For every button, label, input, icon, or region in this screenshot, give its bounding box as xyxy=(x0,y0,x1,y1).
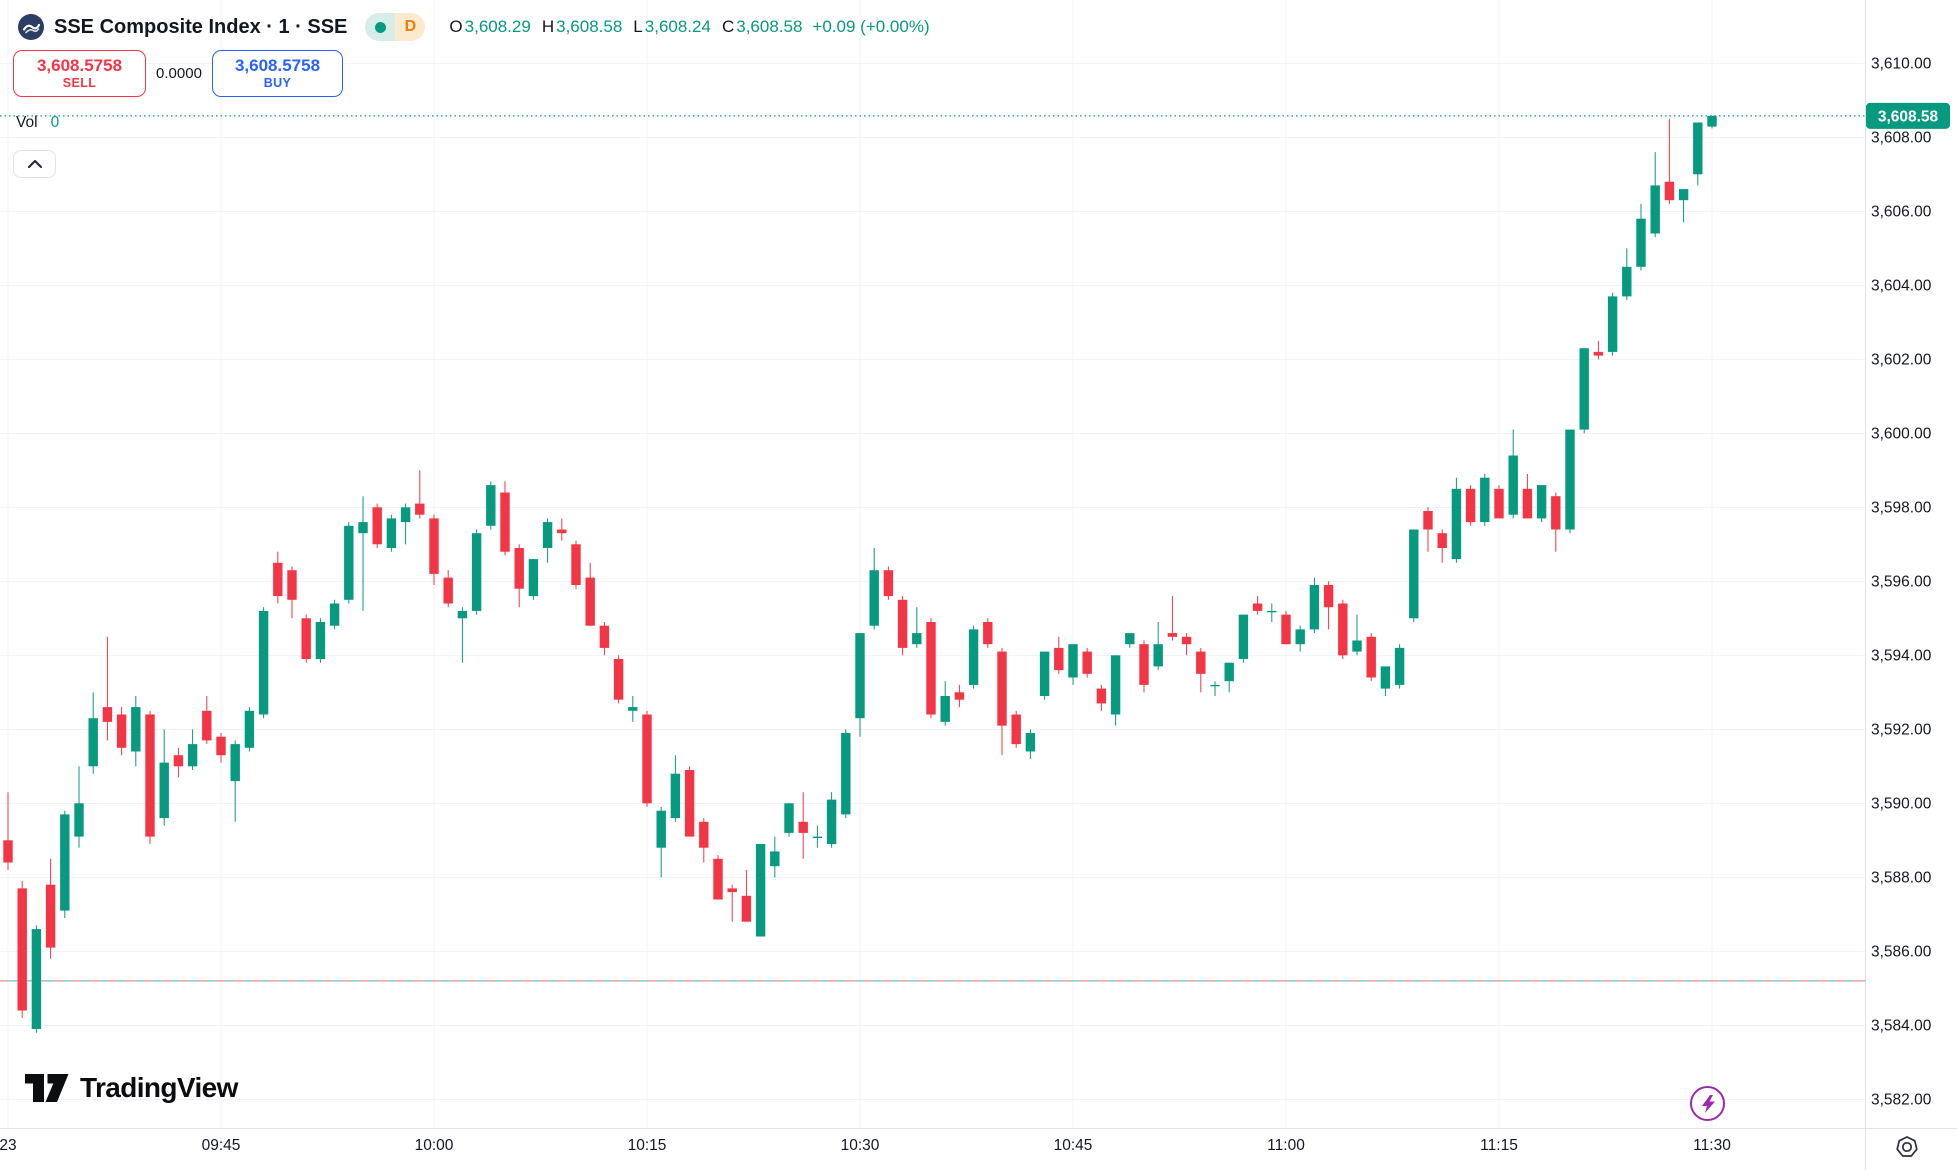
time-axis-settings-button[interactable] xyxy=(1894,1135,1919,1160)
high-value: 3,608.58 xyxy=(556,17,623,36)
status-and-interval-badges: D xyxy=(365,13,426,41)
volume-label: Vol xyxy=(16,114,38,131)
tradingview-watermark[interactable]: TradingView xyxy=(25,1072,238,1104)
open-value: 3,608.29 xyxy=(464,17,531,36)
close-value: 3,608.58 xyxy=(736,17,803,36)
open-label: O xyxy=(449,17,463,36)
sell-label: SELL xyxy=(62,76,97,91)
low-value: 3,608.24 xyxy=(644,17,711,36)
svg-text:3,600.00: 3,600.00 xyxy=(1871,425,1932,442)
instrument-logo-icon xyxy=(18,14,44,40)
svg-text:10:45: 10:45 xyxy=(1054,1137,1093,1154)
svg-text:3,598.00: 3,598.00 xyxy=(1871,499,1932,516)
svg-text:10:15: 10:15 xyxy=(628,1137,667,1154)
ohlc-readout: O 3,608.29 H 3,608.58 L 3,608.24 C 3,608.58 … xyxy=(449,17,929,37)
instant-order-lightning-button[interactable] xyxy=(1690,1086,1725,1121)
svg-text:23: 23 xyxy=(0,1137,17,1154)
high-label: H xyxy=(541,17,555,36)
spread-value: 0.0000 xyxy=(156,65,202,82)
buy-price: 3,608.5758 xyxy=(234,56,321,76)
time-axis[interactable]: 23 09:45 10:00 10:15 10:30 10:45 11:00 11:15 11:… xyxy=(0,1137,1731,1154)
green-dot-icon xyxy=(374,21,386,33)
chevron-up-icon xyxy=(27,159,42,169)
svg-text:11:30: 11:30 xyxy=(1693,1137,1731,1154)
svg-text:10:30: 10:30 xyxy=(841,1137,880,1154)
close-label: C xyxy=(721,17,735,36)
svg-text:3,584.00: 3,584.00 xyxy=(1871,1017,1932,1034)
buy-button[interactable]: 3,608.5758 BUY xyxy=(212,50,343,97)
tradingview-logo-icon xyxy=(25,1074,69,1102)
svg-text:11:15: 11:15 xyxy=(1480,1137,1518,1154)
change-value: +0.09 (+0.00%) xyxy=(812,17,930,36)
last-price-line-and-label: 3,608.58 xyxy=(0,102,1950,129)
gear-icon xyxy=(1895,1136,1918,1157)
svg-text:10:00: 10:00 xyxy=(415,1137,454,1154)
svg-text:3,588.00: 3,588.00 xyxy=(1871,869,1932,886)
lightning-icon xyxy=(1701,1094,1715,1113)
svg-text:3,590.00: 3,590.00 xyxy=(1871,795,1932,812)
low-label: L xyxy=(633,17,643,36)
sell-price: 3,608.5758 xyxy=(36,56,123,76)
svg-text:11:00: 11:00 xyxy=(1267,1137,1305,1154)
interval-badge[interactable]: D xyxy=(395,13,426,41)
market-status-dot[interactable] xyxy=(365,13,396,41)
svg-text:3,606.00: 3,606.00 xyxy=(1871,203,1932,220)
svg-text:3,602.00: 3,602.00 xyxy=(1871,351,1932,368)
candles-series xyxy=(3,115,1717,1033)
svg-text:3,596.00: 3,596.00 xyxy=(1871,573,1932,590)
svg-text:3,586.00: 3,586.00 xyxy=(1871,943,1932,960)
svg-text:3,594.00: 3,594.00 xyxy=(1871,647,1932,664)
svg-text:3,608.00: 3,608.00 xyxy=(1871,129,1932,146)
volume-readout: Vol 0 xyxy=(16,114,59,132)
collapse-panel-button[interactable] xyxy=(13,150,56,178)
sell-button[interactable]: 3,608.5758 SELL xyxy=(13,50,146,97)
chart-legend: SSE Composite Index · 1 · SSE D O 3,608.2… xyxy=(18,8,930,46)
price-axis[interactable]: 3,610.00 3,608.00 3,606.00 3,604.00 3,602.00… xyxy=(1871,55,1932,1108)
svg-text:3,604.00: 3,604.00 xyxy=(1871,277,1932,294)
svg-text:09:45: 09:45 xyxy=(202,1137,241,1154)
buy-label: BUY xyxy=(263,76,292,91)
volume-value: 0 xyxy=(50,114,60,131)
svg-text:3,592.00: 3,592.00 xyxy=(1871,721,1932,738)
symbol-title[interactable]: SSE Composite Index · 1 · SSE xyxy=(54,15,348,38)
trade-panel: 3,608.5758 SELL 0.0000 3,608.5758 BUY xyxy=(13,50,343,97)
svg-text:3,610.00: 3,610.00 xyxy=(1871,55,1932,72)
svg-text:3,608.58: 3,608.58 xyxy=(1878,108,1939,125)
tradingview-logo-text: TradingView xyxy=(80,1072,238,1103)
svg-text:3,582.00: 3,582.00 xyxy=(1871,1091,1932,1108)
